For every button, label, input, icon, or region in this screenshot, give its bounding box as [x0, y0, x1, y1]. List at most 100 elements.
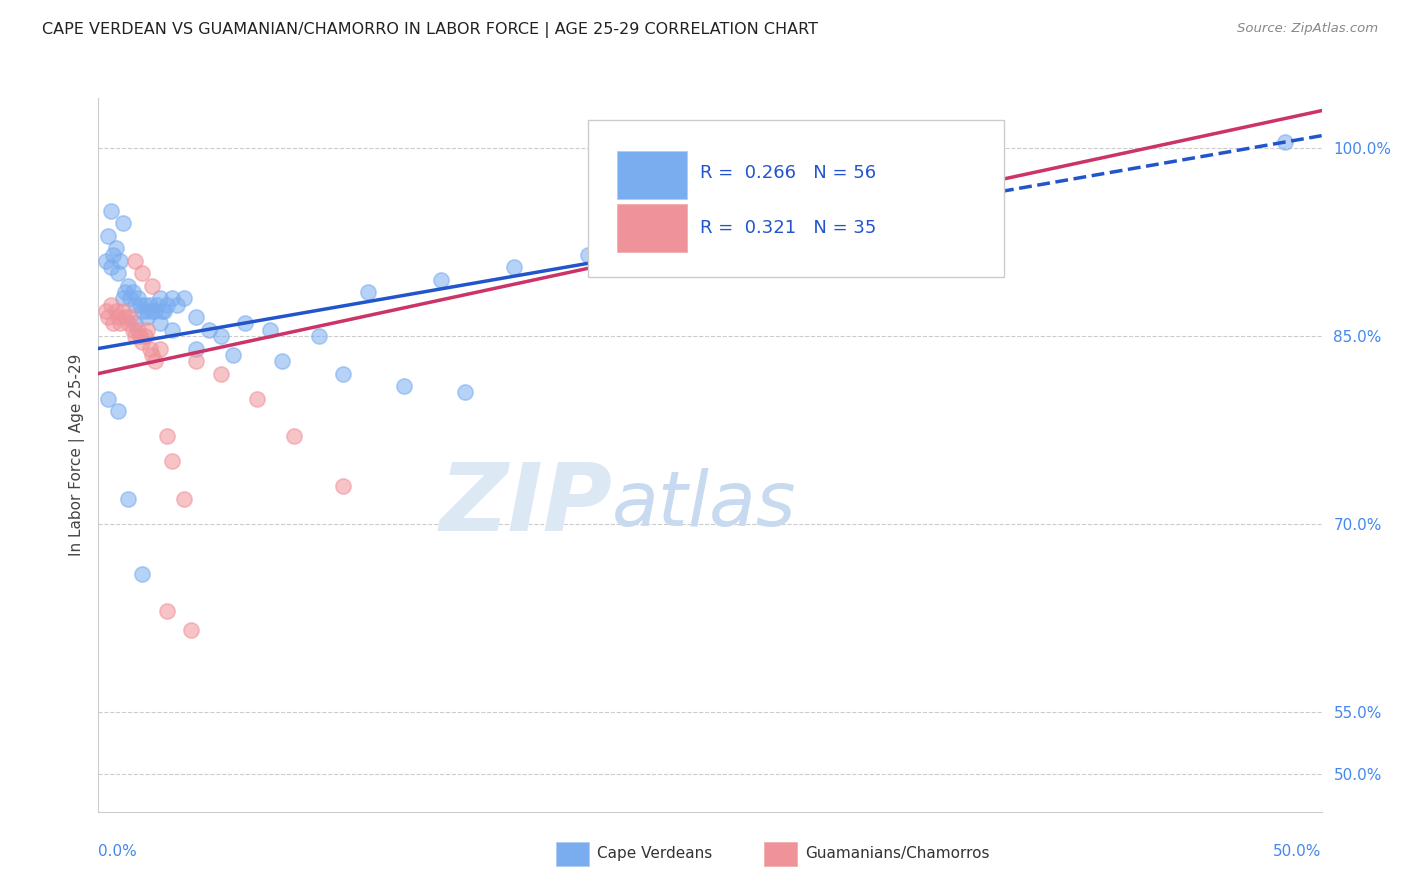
Point	[141, 304, 163, 318]
Text: Source: ZipAtlas.com: Source: ZipAtlas.com	[1237, 22, 1378, 36]
Point	[430, 273, 453, 287]
Point	[139, 298, 162, 312]
Point	[124, 329, 146, 343]
Point	[139, 342, 162, 356]
Point	[332, 479, 354, 493]
Point	[141, 348, 163, 362]
Point	[156, 429, 179, 443]
Point	[110, 317, 132, 331]
FancyBboxPatch shape	[555, 842, 589, 866]
Point	[166, 298, 188, 312]
Point	[233, 317, 256, 331]
Point	[136, 304, 159, 318]
Text: atlas: atlas	[612, 468, 797, 541]
Point	[222, 348, 245, 362]
Point	[209, 329, 232, 343]
Point	[356, 285, 378, 300]
Point	[97, 228, 120, 243]
Point	[117, 491, 139, 506]
Point	[136, 310, 159, 325]
Point	[129, 329, 152, 343]
Point	[107, 310, 129, 325]
Point	[270, 354, 294, 368]
Point	[131, 266, 153, 280]
Point	[111, 216, 134, 230]
Point	[392, 379, 416, 393]
Point	[186, 342, 208, 356]
Point	[111, 304, 134, 318]
Point	[117, 317, 139, 331]
Point	[94, 304, 117, 318]
Point	[97, 392, 120, 406]
Point	[124, 317, 146, 331]
Point	[134, 298, 156, 312]
Text: 50.0%: 50.0%	[1274, 844, 1322, 859]
Point	[114, 310, 136, 325]
Point	[156, 604, 179, 618]
Point	[124, 298, 146, 312]
Point	[143, 354, 166, 368]
Point	[150, 304, 173, 318]
Point	[129, 298, 152, 312]
Point	[100, 260, 122, 274]
Point	[104, 304, 127, 318]
Point	[131, 566, 153, 581]
Point	[120, 310, 142, 325]
Point	[134, 329, 156, 343]
Point	[100, 203, 122, 218]
Point	[197, 323, 219, 337]
Text: Cape Verdeans: Cape Verdeans	[598, 846, 713, 861]
Text: R =  0.266   N = 56: R = 0.266 N = 56	[700, 164, 876, 182]
Point	[141, 279, 163, 293]
Point	[121, 285, 143, 300]
Point	[100, 298, 122, 312]
Point	[101, 247, 124, 261]
Text: ZIP: ZIP	[439, 458, 612, 551]
Point	[101, 317, 124, 331]
Point	[246, 392, 269, 406]
Point	[127, 292, 149, 306]
Point	[160, 292, 183, 306]
Point	[117, 279, 139, 293]
Point	[283, 429, 305, 443]
Point	[332, 367, 354, 381]
Point	[121, 323, 143, 337]
Point	[259, 323, 281, 337]
FancyBboxPatch shape	[617, 204, 686, 252]
Text: R =  0.321   N = 35: R = 0.321 N = 35	[700, 219, 876, 237]
FancyBboxPatch shape	[588, 120, 1004, 277]
Point	[94, 253, 117, 268]
Y-axis label: In Labor Force | Age 25-29: In Labor Force | Age 25-29	[69, 354, 84, 556]
Point	[209, 367, 232, 381]
Point	[454, 385, 477, 400]
Text: 0.0%: 0.0%	[98, 844, 138, 859]
Point	[1274, 135, 1296, 149]
Point	[160, 323, 183, 337]
Point	[120, 292, 142, 306]
Point	[576, 247, 599, 261]
Point	[180, 623, 202, 637]
Point	[97, 310, 120, 325]
Point	[104, 241, 127, 255]
FancyBboxPatch shape	[617, 151, 686, 199]
Point	[149, 292, 172, 306]
Point	[124, 253, 146, 268]
Text: CAPE VERDEAN VS GUAMANIAN/CHAMORRO IN LABOR FORCE | AGE 25-29 CORRELATION CHART: CAPE VERDEAN VS GUAMANIAN/CHAMORRO IN LA…	[42, 22, 818, 38]
Point	[143, 304, 166, 318]
Point	[308, 329, 330, 343]
Text: Guamanians/Chamorros: Guamanians/Chamorros	[806, 846, 990, 861]
Point	[156, 298, 179, 312]
Point	[111, 292, 134, 306]
Point	[503, 260, 526, 274]
Point	[146, 298, 169, 312]
Point	[131, 335, 153, 350]
Point	[107, 404, 129, 418]
Point	[107, 266, 129, 280]
Point	[186, 310, 208, 325]
Point	[149, 342, 172, 356]
Point	[127, 323, 149, 337]
Point	[173, 491, 195, 506]
Point	[114, 285, 136, 300]
Point	[131, 304, 153, 318]
Point	[136, 323, 159, 337]
